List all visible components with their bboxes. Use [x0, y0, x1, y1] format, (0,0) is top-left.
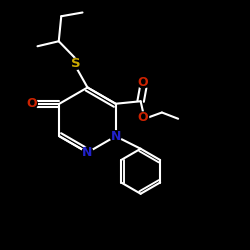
- Circle shape: [138, 112, 149, 123]
- Text: S: S: [72, 57, 81, 70]
- Text: N: N: [82, 146, 93, 159]
- Circle shape: [82, 147, 93, 158]
- Text: O: O: [138, 111, 148, 124]
- Text: O: O: [138, 76, 148, 89]
- Circle shape: [110, 131, 121, 142]
- Circle shape: [26, 98, 37, 109]
- Circle shape: [71, 58, 82, 69]
- Text: N: N: [110, 130, 121, 143]
- Circle shape: [138, 77, 149, 88]
- Text: O: O: [26, 97, 37, 110]
